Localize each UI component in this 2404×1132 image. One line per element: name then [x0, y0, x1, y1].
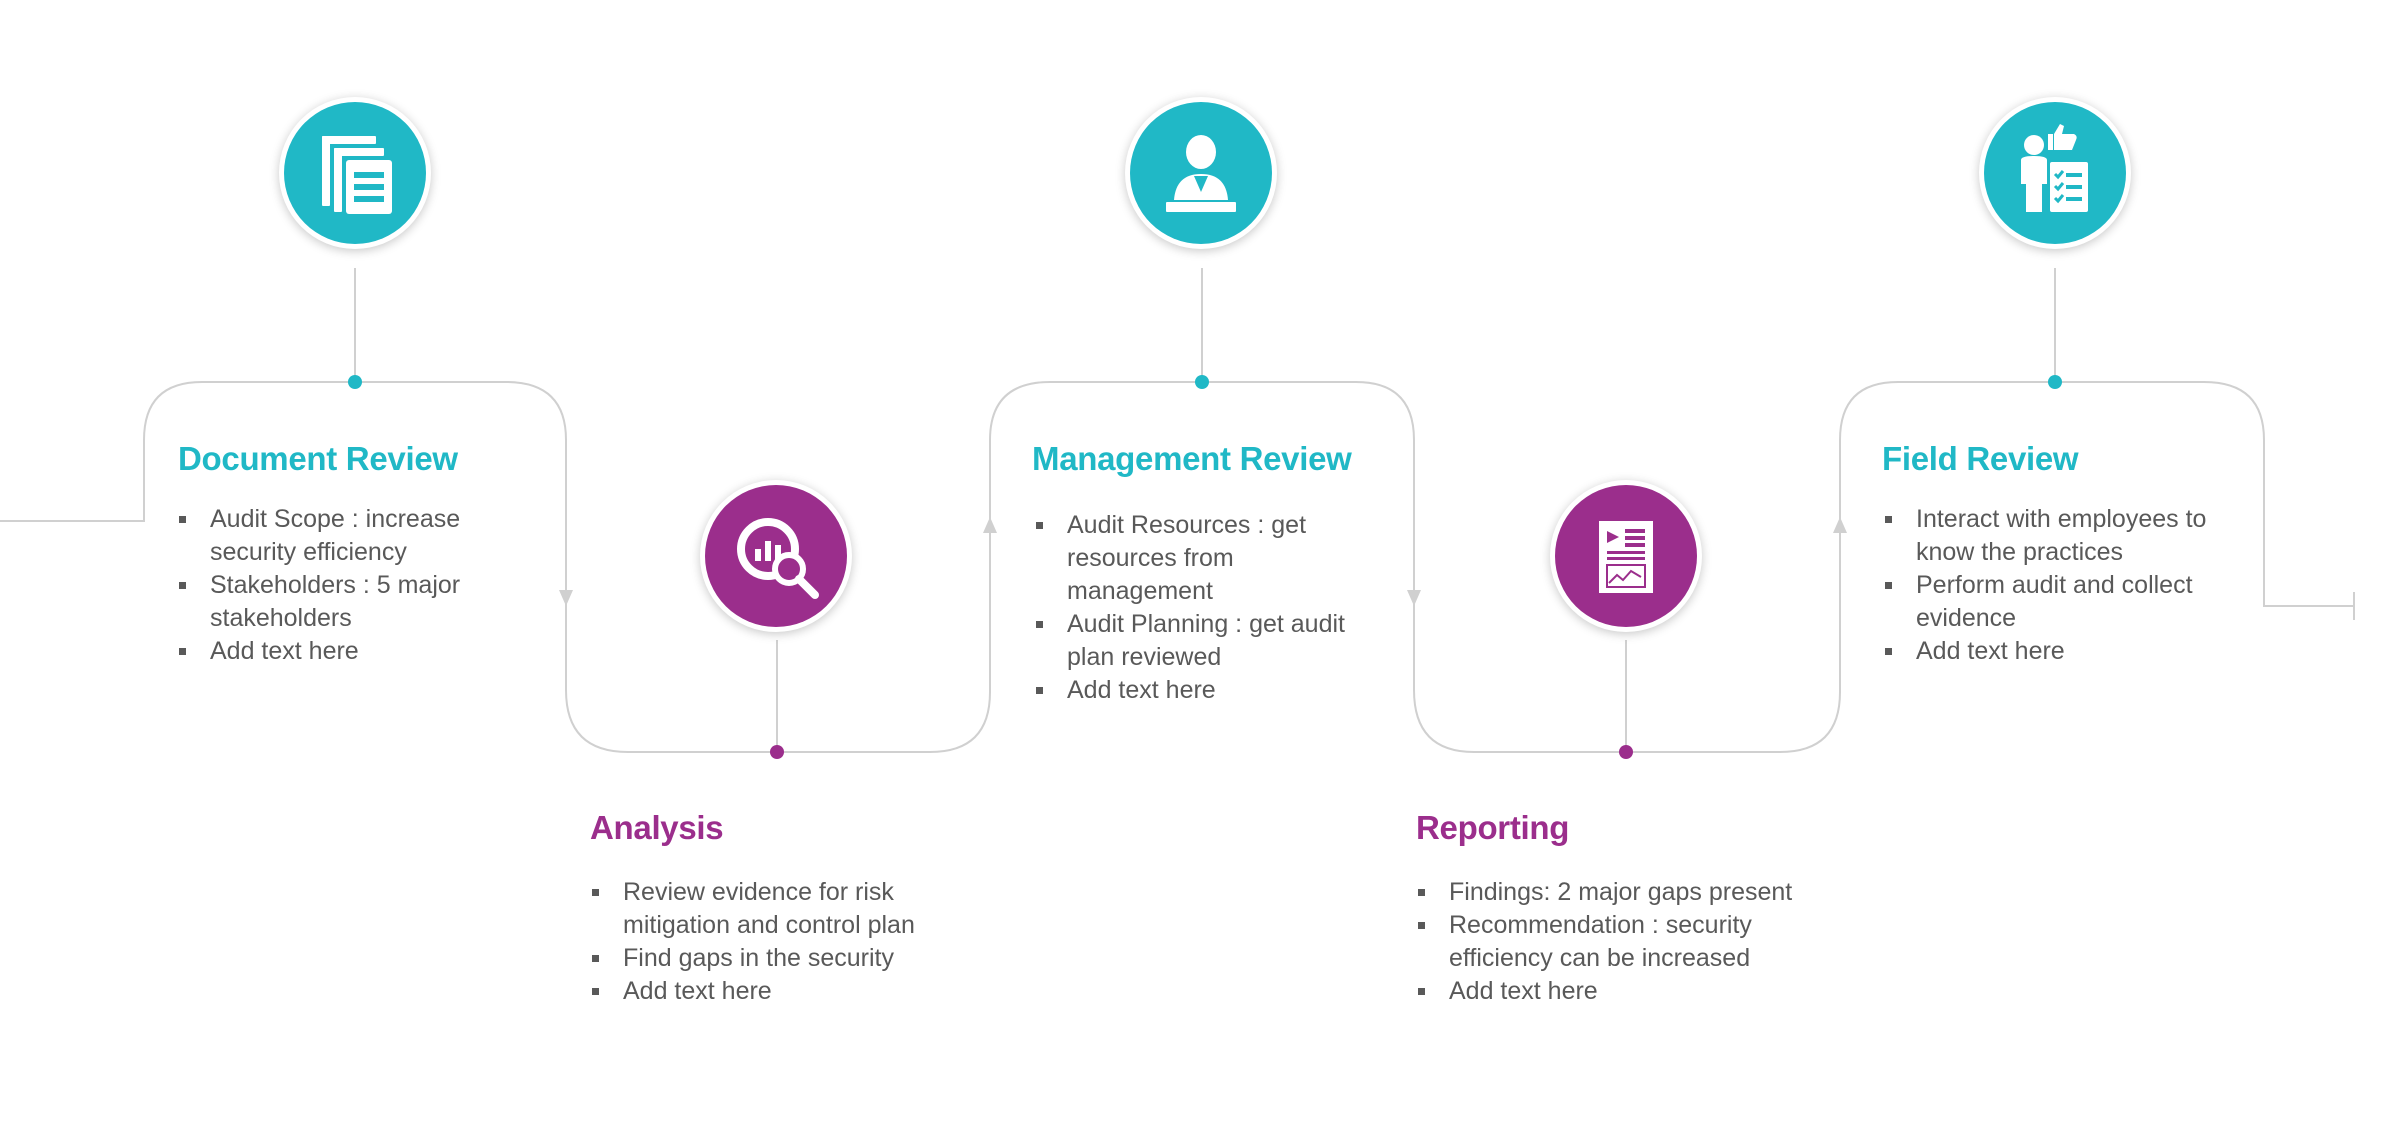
list-item: Add text here: [1882, 635, 2242, 668]
document-stack-icon: [322, 136, 392, 214]
management-review-node: [1125, 97, 1277, 249]
management-review-title: Management Review: [1032, 440, 1352, 477]
list-item: Audit Scope : increase security efficien…: [176, 503, 516, 569]
report-icon: [1599, 521, 1653, 593]
list-item: Interact with employees to know the prac…: [1882, 503, 2242, 569]
document-review-node: [279, 97, 431, 249]
list-item: Stakeholders : 5 major stakeholders: [176, 569, 516, 635]
list-item: Add text here: [589, 975, 989, 1008]
management-review-points: Audit Resources : get resources from man…: [1033, 509, 1353, 707]
list-item: Recommendation : security efficiency can…: [1415, 909, 1855, 975]
list-item: Add text here: [1033, 674, 1353, 707]
list-item: Add text here: [1415, 975, 1855, 1008]
reporting-node: [1550, 480, 1702, 632]
field-review-node: [1979, 97, 2131, 249]
list-item: Audit Planning : get audit plan reviewed: [1033, 608, 1353, 674]
document-review-title: Document Review: [178, 440, 458, 477]
list-item: Find gaps in the security: [589, 942, 989, 975]
list-item: Perform audit and collect evidence: [1882, 569, 2242, 635]
reporting-points: Findings: 2 major gaps present Recommend…: [1415, 876, 1855, 1008]
employee-checklist-icon: [2021, 124, 2088, 212]
analysis-node: [700, 480, 852, 632]
analysis-points: Review evidence for risk mitigation and …: [589, 876, 989, 1008]
document-review-points: Audit Scope : increase security efficien…: [176, 503, 516, 668]
presenter-icon: [1166, 135, 1236, 212]
list-item: Audit Resources : get resources from man…: [1033, 509, 1353, 608]
field-review-title: Field Review: [1882, 440, 2079, 477]
chart-magnifier-icon: [737, 518, 819, 599]
list-item: Review evidence for risk mitigation and …: [589, 876, 989, 942]
reporting-title: Reporting: [1416, 809, 1570, 846]
list-item: Findings: 2 major gaps present: [1415, 876, 1855, 909]
list-item: Add text here: [176, 635, 516, 668]
analysis-title: Analysis: [590, 809, 724, 846]
field-review-points: Interact with employees to know the prac…: [1882, 503, 2242, 668]
